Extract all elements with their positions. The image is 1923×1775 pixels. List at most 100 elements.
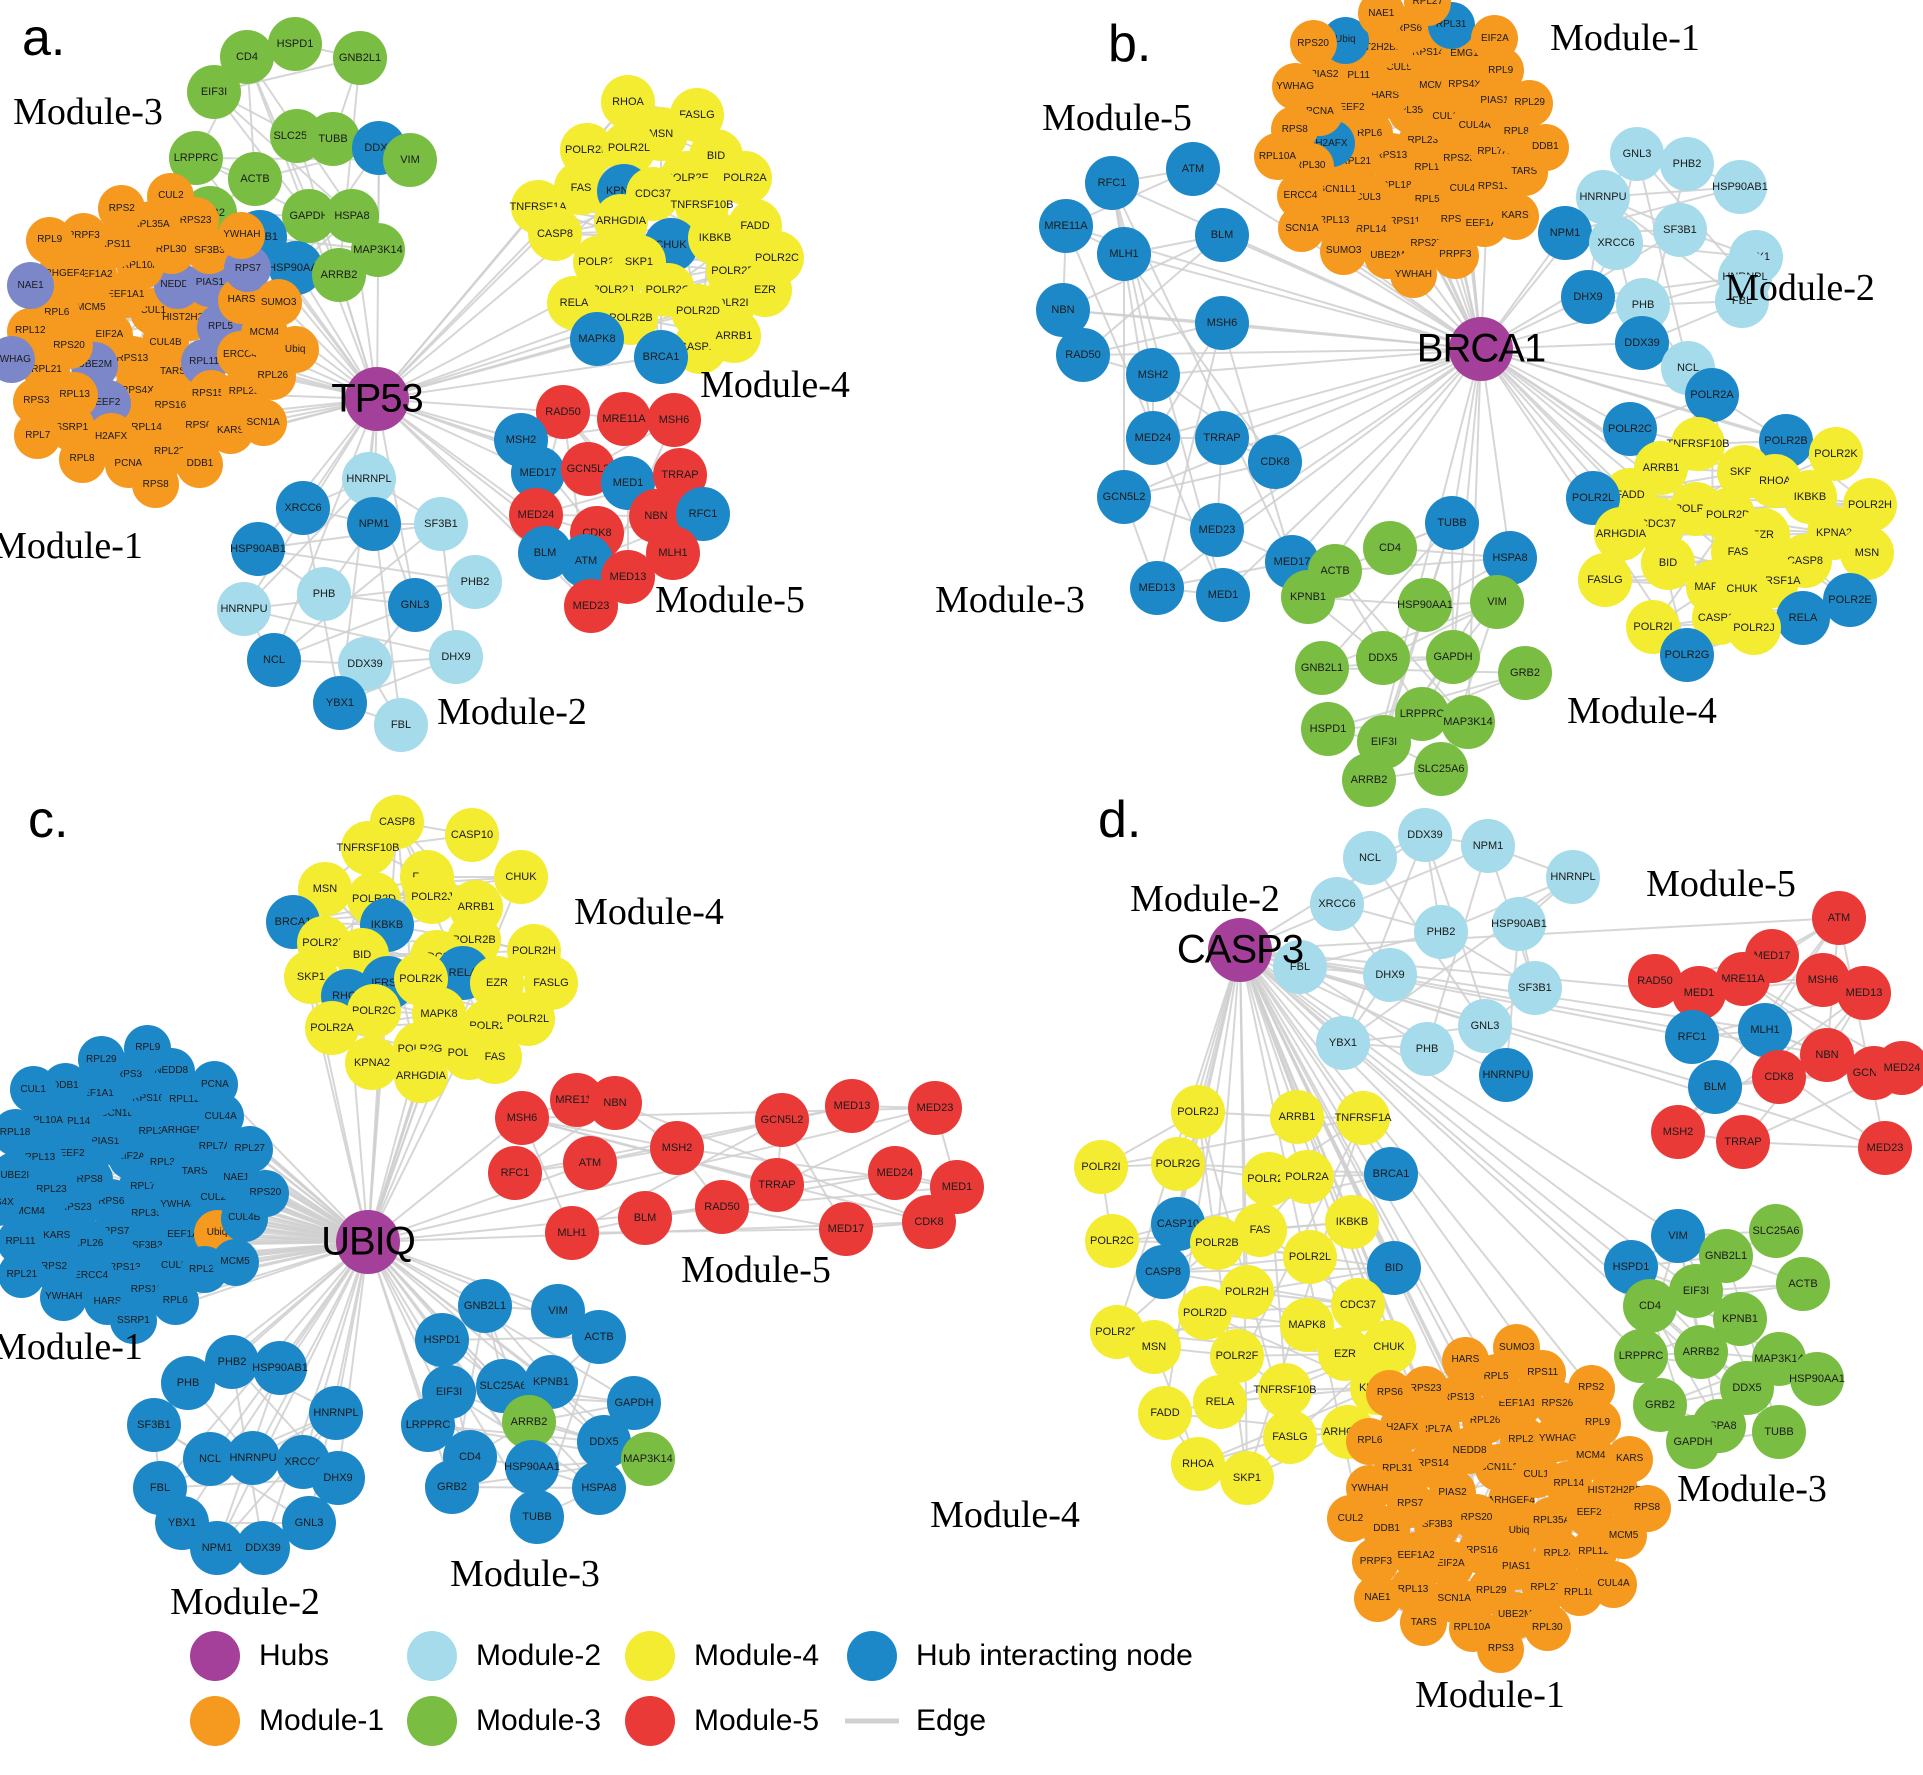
node-slc25a6: SLC25A6 xyxy=(1414,742,1468,796)
node-msh6: MSH6 xyxy=(1195,296,1249,350)
node-atm: ATM xyxy=(1166,142,1220,196)
node-npm1: NPM1 xyxy=(190,1521,244,1575)
node-nbn: NBN xyxy=(1036,283,1090,337)
node-polr2b: POLR2B xyxy=(1190,1216,1244,1270)
node-rpl8: RPL8 xyxy=(58,435,106,483)
node-sf3b1: SF3B1 xyxy=(1508,961,1562,1015)
node-lrpprc: LRPPRC xyxy=(1614,1329,1668,1383)
node-rpl27: RPL27 xyxy=(226,1125,274,1173)
node-casp8: CASP8 xyxy=(1136,1245,1190,1299)
node-rpl9: RPL9 xyxy=(124,1024,172,1072)
node-med23: MED23 xyxy=(908,1081,962,1135)
legend-label-hub-interacting-node: Hub interacting node xyxy=(916,1639,1193,1672)
node-atm: ATM xyxy=(1812,891,1866,945)
node-cul2: CUL2 xyxy=(1326,1495,1374,1543)
node-brca1: BRCA1 xyxy=(634,330,688,384)
hub-node-tp53 xyxy=(345,367,409,431)
node-ikbkb: IKBKB xyxy=(1325,1195,1379,1249)
node-polr2g: POLR2G xyxy=(1660,628,1714,682)
node-eif2a: EIF2A xyxy=(1471,15,1519,63)
node-cdk8: CDK8 xyxy=(1248,435,1302,489)
node-med24: MED24 xyxy=(1875,1041,1923,1095)
node-rpl31: RPL31 xyxy=(1427,1,1475,49)
node-kpnb1: KPNB1 xyxy=(1281,570,1335,624)
node-phb2: PHB2 xyxy=(1660,137,1714,191)
node-ddb1: DDB1 xyxy=(176,440,224,488)
node-rhoa: RHOA xyxy=(1171,1437,1225,1491)
node-scn1a: SCN1A xyxy=(1278,205,1326,253)
node-hnrnpl: HNRNPL xyxy=(309,1386,363,1440)
node-arrb1: ARRB1 xyxy=(1270,1090,1324,1144)
node-gcn5l2: GCN5L2 xyxy=(755,1093,809,1147)
legend-swatch-module-5 xyxy=(625,1696,675,1746)
node-msh2: MSH2 xyxy=(1651,1105,1705,1159)
node-rela: RELA xyxy=(1193,1375,1247,1429)
node-polr2a: POLR2A xyxy=(1685,368,1739,422)
node-ddx5: DDX5 xyxy=(1356,631,1410,685)
node-mlh1: MLH1 xyxy=(545,1206,599,1260)
legend-label-module-1: Module-1 xyxy=(259,1704,385,1737)
node-vim: VIM xyxy=(531,1284,585,1338)
legend-swatch-hub-interacting-node xyxy=(847,1631,897,1681)
node-blm: BLM xyxy=(618,1191,672,1245)
node-nbn: NBN xyxy=(588,1076,642,1130)
node-rps8: RPS8 xyxy=(1623,1484,1671,1532)
node-arrb2: ARRB2 xyxy=(312,248,366,302)
module-label-d-module-5: Module-5 xyxy=(1646,863,1796,905)
node-map3k14: MAP3K14 xyxy=(1441,695,1495,749)
node-hnrnpu: HNRNPU xyxy=(217,582,271,636)
node-arrb2: ARRB2 xyxy=(1674,1325,1728,1379)
node-phb: PHB xyxy=(297,567,351,621)
node-polr2f: POLR2F xyxy=(1210,1329,1264,1383)
node-rad50: RAD50 xyxy=(695,1180,749,1234)
node-phb2: PHB2 xyxy=(448,555,502,609)
module-label-b-module-3: Module-3 xyxy=(935,579,1085,621)
node-rad50: RAD50 xyxy=(1056,328,1110,382)
node-grb2: GRB2 xyxy=(1498,646,1552,700)
node-lrpprc: LRPPRC xyxy=(169,131,223,185)
node-sf3b1: SF3B1 xyxy=(127,1398,181,1452)
module-label-d-module-2: Module-2 xyxy=(1130,878,1280,920)
node-vim: VIM xyxy=(1651,1209,1705,1263)
hub-label-ubiq: UBIQ xyxy=(321,1219,416,1264)
panel-letter-c: c. xyxy=(28,791,69,849)
node-gnl3: GNL3 xyxy=(1458,999,1512,1053)
node-hsp90aa1: HSP90AA1 xyxy=(1789,1352,1845,1406)
node-xrcc6: XRCC6 xyxy=(1589,216,1643,270)
legend-label-module-2: Module-2 xyxy=(476,1639,602,1672)
panel-letter-b: b. xyxy=(1108,15,1152,73)
node-rpl21: RPL21 xyxy=(0,1251,46,1299)
legend-swatch-module-3 xyxy=(407,1696,457,1746)
node-polr2j: POLR2J xyxy=(1171,1085,1225,1139)
node-phb2: PHB2 xyxy=(1414,905,1468,959)
module-label-c-module-1: Module-1 xyxy=(0,1326,143,1368)
hub-label-casp3: CASP3 xyxy=(1176,927,1304,972)
node-trrap: TRRAP xyxy=(750,1158,804,1212)
node-hspa8: HSPA8 xyxy=(572,1461,626,1515)
node-rps20: RPS20 xyxy=(1289,20,1337,68)
node-rpl9: RPL9 xyxy=(26,216,74,264)
node-sumo3: SUMO3 xyxy=(255,279,303,327)
node-med13: MED13 xyxy=(825,1079,879,1133)
node-gnb2l1: GNB2L1 xyxy=(458,1279,512,1333)
node-actb: ACTB xyxy=(572,1310,626,1364)
node-nae1: NAE1 xyxy=(1353,1574,1401,1622)
node-hnrnpu: HNRNPU xyxy=(226,1431,280,1485)
legend-label-module-4: Module-4 xyxy=(694,1639,820,1672)
module-label-d-module-3: Module-3 xyxy=(1677,1468,1827,1510)
node-kars: KARS xyxy=(1491,192,1539,240)
node-xrcc6: XRCC6 xyxy=(276,481,330,535)
node-med23: MED23 xyxy=(1190,503,1244,557)
node-rela: RELA xyxy=(1776,591,1830,645)
node-rps20: RPS20 xyxy=(241,1169,289,1217)
module-label-d-module-1: Module-1 xyxy=(1415,1674,1565,1716)
node-kars: KARS xyxy=(1606,1435,1654,1483)
node-rpl6: RPL6 xyxy=(1346,1417,1394,1465)
node-med24: MED24 xyxy=(1126,411,1180,465)
node-sumo3: SUMO3 xyxy=(1493,1324,1541,1372)
node-ywhah: YWHAH xyxy=(40,1273,88,1321)
node-prpf3: PRPF3 xyxy=(1352,1538,1400,1586)
node-gapdh: GAPDH xyxy=(1426,630,1480,684)
legend-edge-line xyxy=(845,1718,899,1724)
node-tars: TARS xyxy=(1400,1599,1448,1647)
